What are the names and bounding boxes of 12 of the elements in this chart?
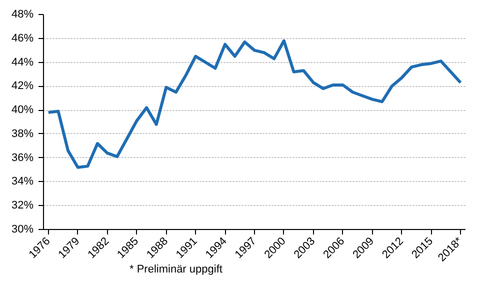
y-tick-label: 48% bbox=[11, 8, 34, 20]
y-tick-label: 42% bbox=[11, 80, 34, 92]
y-tick-label: 46% bbox=[11, 32, 34, 44]
y-tick-label: 44% bbox=[11, 56, 34, 68]
y-tick-label: 38% bbox=[11, 128, 34, 140]
y-tick-label: 34% bbox=[11, 176, 34, 188]
y-tick-label: 30% bbox=[11, 224, 34, 236]
text: * Preliminär uppgift bbox=[130, 264, 222, 276]
y-tick-label: 40% bbox=[11, 104, 34, 116]
line-series bbox=[46, 39, 462, 169]
y-tick-label: 32% bbox=[11, 200, 34, 212]
y-tick-label: 36% bbox=[11, 152, 34, 164]
